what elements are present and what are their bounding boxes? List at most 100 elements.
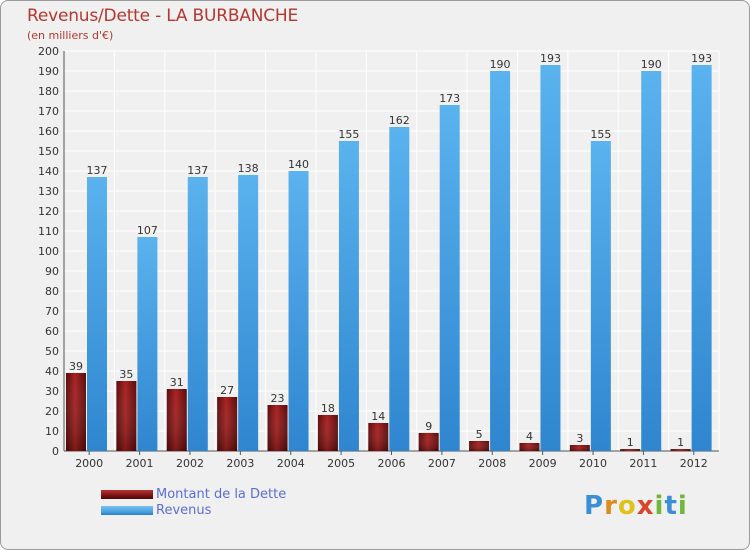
proxiti-logo: Proxiti bbox=[584, 491, 688, 521]
bar-debt-shade bbox=[116, 381, 137, 451]
data-label-revenue: 162 bbox=[389, 114, 410, 127]
data-label-revenue: 137 bbox=[87, 164, 108, 177]
bar-revenue bbox=[439, 105, 460, 451]
y-tick-label: 20 bbox=[45, 405, 59, 418]
x-tick-label: 2006 bbox=[378, 457, 406, 470]
y-tick-label: 200 bbox=[38, 45, 59, 58]
legend-label-revenue: Revenus bbox=[156, 503, 212, 518]
x-tick-label: 2003 bbox=[226, 457, 254, 470]
y-tick-label: 190 bbox=[38, 65, 59, 78]
bar-revenue bbox=[288, 171, 309, 451]
y-tick-label: 170 bbox=[38, 105, 59, 118]
data-label-revenue: 155 bbox=[338, 128, 359, 141]
data-label-revenue: 140 bbox=[288, 158, 309, 171]
bar-debt-shade bbox=[569, 445, 590, 451]
data-label-debt: 1 bbox=[677, 436, 684, 449]
bar-debt-shade bbox=[418, 433, 439, 451]
data-label-debt: 5 bbox=[476, 428, 483, 441]
logo-letter: t bbox=[664, 491, 678, 521]
legend-label-debt: Montant de la Dette bbox=[156, 487, 287, 502]
bar-revenue bbox=[641, 71, 662, 451]
bar-revenue bbox=[540, 65, 561, 451]
bar-revenue bbox=[187, 177, 208, 451]
y-tick-label: 180 bbox=[38, 85, 59, 98]
bar-revenue bbox=[338, 141, 359, 451]
y-tick-label: 10 bbox=[45, 425, 59, 438]
bar-debt-shade bbox=[66, 373, 86, 451]
logo-letter: o bbox=[617, 491, 637, 521]
x-tick-label: 2008 bbox=[478, 457, 506, 470]
y-tick-label: 0 bbox=[52, 445, 59, 458]
x-tick-label: 2000 bbox=[75, 457, 103, 470]
data-label-revenue: 107 bbox=[137, 224, 158, 237]
bar-debt-shade bbox=[620, 449, 641, 451]
data-label-debt: 9 bbox=[425, 420, 432, 433]
data-label-debt: 39 bbox=[69, 360, 83, 373]
bar-debt-shade bbox=[217, 397, 238, 451]
y-tick-label: 100 bbox=[38, 245, 59, 258]
data-label-debt: 1 bbox=[627, 436, 634, 449]
bar-revenue bbox=[590, 141, 611, 451]
data-label-revenue: 190 bbox=[641, 58, 662, 71]
data-label-debt: 14 bbox=[371, 410, 385, 423]
x-tick-label: 2004 bbox=[277, 457, 305, 470]
y-tick-label: 30 bbox=[45, 385, 59, 398]
bar-revenue bbox=[691, 65, 712, 451]
data-label-debt: 3 bbox=[576, 432, 583, 445]
data-label-revenue: 138 bbox=[238, 162, 259, 175]
y-tick-label: 70 bbox=[45, 305, 59, 318]
legend-swatch-debt bbox=[101, 490, 153, 499]
data-label-revenue: 173 bbox=[439, 92, 460, 105]
data-label-debt: 18 bbox=[321, 402, 335, 415]
bar-debt-shade bbox=[317, 415, 338, 451]
chart-title: Revenus/Dette - LA BURBANCHE bbox=[27, 6, 299, 26]
bar-debt-shade bbox=[368, 423, 389, 451]
y-tick-label: 80 bbox=[45, 285, 59, 298]
chart-subtitle: (en milliers d'€) bbox=[27, 29, 114, 42]
data-label-debt: 23 bbox=[271, 392, 285, 405]
logo-letter: i bbox=[677, 491, 688, 521]
bar-revenue bbox=[238, 175, 259, 451]
bar-debt-shade bbox=[469, 441, 490, 451]
y-tick-label: 110 bbox=[38, 225, 59, 238]
bar-revenue bbox=[137, 237, 158, 451]
legend-swatch-revenue bbox=[101, 506, 153, 515]
x-tick-label: 2007 bbox=[428, 457, 456, 470]
bar-debt-shade bbox=[166, 389, 187, 451]
data-label-revenue: 193 bbox=[691, 52, 712, 65]
y-tick-label: 130 bbox=[38, 185, 59, 198]
logo-letter: P bbox=[584, 491, 605, 521]
x-tick-label: 2011 bbox=[629, 457, 657, 470]
bar-debt-shade bbox=[670, 449, 691, 451]
x-tick-label: 2010 bbox=[579, 457, 607, 470]
y-tick-label: 140 bbox=[38, 165, 59, 178]
logo-letter: r bbox=[604, 491, 618, 521]
logo-letter: i bbox=[654, 491, 665, 521]
data-label-debt: 27 bbox=[220, 384, 234, 397]
x-tick-label: 2005 bbox=[327, 457, 355, 470]
y-tick-label: 90 bbox=[45, 265, 59, 278]
data-label-revenue: 137 bbox=[187, 164, 208, 177]
data-label-revenue: 155 bbox=[590, 128, 611, 141]
logo-letter: x bbox=[636, 491, 655, 521]
data-label-revenue: 190 bbox=[490, 58, 511, 71]
bar-debt-shade bbox=[519, 443, 540, 451]
data-label-debt: 35 bbox=[119, 368, 133, 381]
y-tick-label: 40 bbox=[45, 365, 59, 378]
y-tick-label: 160 bbox=[38, 125, 59, 138]
y-tick-label: 120 bbox=[38, 205, 59, 218]
x-tick-label: 2002 bbox=[176, 457, 204, 470]
bar-revenue bbox=[490, 71, 511, 451]
x-tick-label: 2009 bbox=[529, 457, 557, 470]
y-tick-label: 150 bbox=[38, 145, 59, 158]
data-label-revenue: 193 bbox=[540, 52, 561, 65]
data-label-debt: 4 bbox=[526, 430, 533, 443]
y-tick-label: 60 bbox=[45, 325, 59, 338]
bar-revenue bbox=[389, 127, 410, 451]
bar-debt-shade bbox=[267, 405, 288, 451]
data-label-debt: 31 bbox=[170, 376, 184, 389]
y-tick-label: 50 bbox=[45, 345, 59, 358]
bar-revenue bbox=[87, 177, 107, 451]
